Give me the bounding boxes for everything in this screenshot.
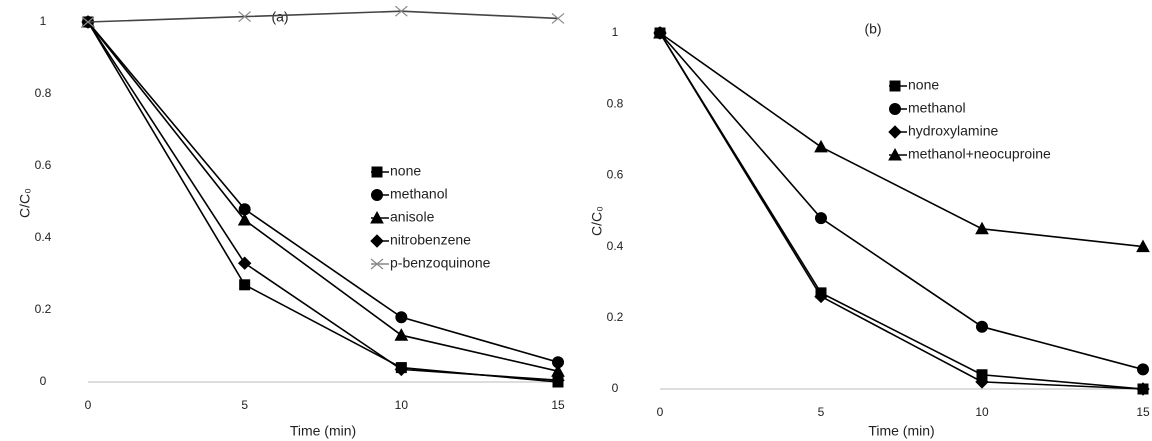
series-line [659,32,1144,248]
marker [237,212,252,226]
marker [370,258,384,270]
marker [975,221,989,235]
x-tick-label: 10 [975,405,989,419]
marker [395,311,408,324]
x-tick-label: 15 [1136,405,1150,419]
marker [370,234,384,248]
y-tick-label: 1 [612,25,619,39]
marker [394,5,408,17]
y-tick-label: 0.6 [607,168,624,182]
marker [814,289,828,304]
marker [238,11,252,23]
y-tick-label: 0 [612,381,619,395]
legend-label: nitrobenzene [390,232,471,248]
marker [371,166,383,178]
x-tick-label: 5 [818,405,825,419]
marker [371,189,383,201]
series-line [87,21,559,383]
marker [237,256,252,270]
chart-title: (a) [271,9,288,25]
series-line [87,10,559,23]
x-axis-label: Time (min) [290,423,356,439]
marker [888,147,902,161]
legend-label: p-benzoquinone [390,255,491,271]
marker [394,328,409,341]
marker [888,125,902,139]
y-tick-label: 0.2 [607,310,624,324]
x-tick-label: 0 [85,398,92,412]
y-tick-label: 0.8 [35,86,52,100]
y-tick-label: 0.4 [35,230,52,244]
marker [815,212,827,225]
series-line [87,21,559,363]
marker [1136,239,1150,253]
marker [1137,363,1149,376]
series-line [659,32,1144,371]
marker [653,25,667,39]
legend-label: methanol+neocuproine [908,146,1051,162]
y-tick-label: 1 [40,14,47,28]
marker [81,16,95,28]
y-tick-label: 0.8 [607,96,624,110]
marker [551,12,565,24]
marker [889,80,901,92]
series-line [659,32,1144,390]
marker [814,139,828,153]
legend-label: none [908,77,939,93]
marker [551,373,565,387]
marker [975,375,989,389]
x-tick-label: 5 [241,398,248,412]
y-axis-label: C/C₀ [17,188,33,218]
legend-label: methanol [908,100,966,116]
series-line [87,21,559,381]
x-tick-label: 15 [551,398,565,412]
y-axis-label: C/C₀ [589,206,605,236]
x-tick-label: 0 [657,405,664,419]
series-line [659,32,1144,390]
marker [976,320,988,333]
legend-label: hydroxylamine [908,123,998,139]
marker [889,103,901,115]
marker [1136,382,1150,396]
y-tick-label: 0.4 [607,239,624,253]
marker [370,210,384,224]
legend-label: none [390,163,421,179]
legend-label: methanol [390,186,448,202]
y-tick-label: 0.2 [35,302,52,316]
series-line [87,21,559,372]
x-tick-label: 10 [395,398,409,412]
legend-label: anisole [390,209,435,225]
chart-title: (b) [864,21,881,37]
marker [394,362,409,377]
y-tick-label: 0 [40,374,47,388]
y-tick-label: 0.6 [35,158,52,172]
x-axis-label: Time (min) [868,423,934,439]
marker [239,279,251,291]
